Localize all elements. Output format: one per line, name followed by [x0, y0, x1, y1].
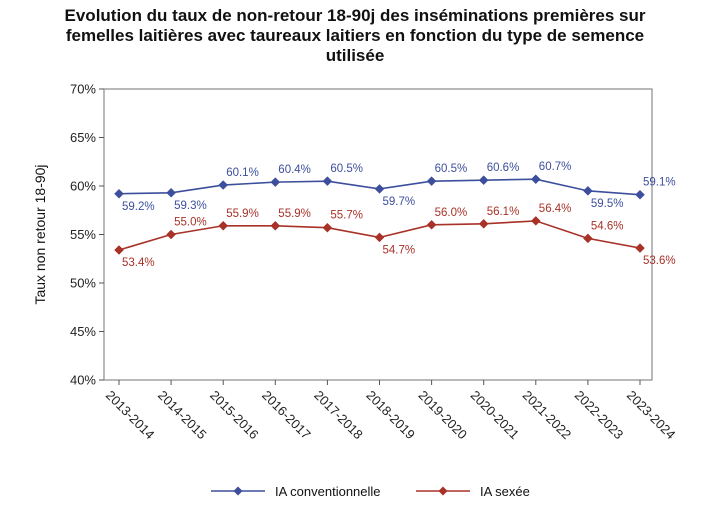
data-point-marker — [322, 222, 333, 233]
data-label: 59.1% — [643, 177, 676, 189]
data-point-marker — [426, 219, 437, 230]
data-point-marker — [114, 188, 124, 199]
data-label: 60.7% — [539, 161, 572, 173]
data-point-marker — [374, 184, 385, 194]
legend: IA conventionnelle IA sexée — [211, 484, 530, 499]
y-axis: 40% 45% 50% 55% 60% 65% 70% — [70, 82, 104, 388]
legend-label: IA conventionnelle — [275, 484, 381, 499]
series-layer: 59.2% 59.3% 60.1% 60.4% 60.5% 59.7% 60.5% 60.6%… — [114, 161, 676, 269]
legend-marker — [438, 486, 448, 496]
data-point-marker — [114, 245, 124, 255]
data-label: 59.7% — [383, 196, 416, 208]
x-tick-label: 2014-2015 — [155, 388, 210, 443]
data-point-marker — [166, 229, 176, 240]
data-label: 60.6% — [487, 162, 520, 174]
data-point-marker — [218, 180, 229, 190]
data-point-marker — [583, 233, 593, 244]
data-label: 53.6% — [643, 255, 676, 267]
data-label: 55.9% — [226, 208, 259, 220]
series-ia-conventionnelle: 59.2% 59.3% 60.1% 60.4% 60.5% 59.7% 60.5% 60.6%… — [114, 161, 676, 213]
data-point-marker — [218, 220, 229, 231]
data-label: 59.2% — [122, 201, 155, 213]
x-tick-label: 2022-2023 — [572, 388, 627, 443]
chart-title-line-1: Evolution du taux de non-retour 18-90j d… — [64, 6, 646, 25]
data-point-marker — [322, 176, 333, 187]
data-point-marker — [635, 189, 645, 200]
data-point-marker — [426, 176, 437, 187]
data-label: 59.3% — [174, 200, 207, 212]
data-point-marker — [374, 232, 385, 243]
data-label: 54.6% — [591, 220, 624, 232]
x-tick-label: 2021-2022 — [520, 388, 575, 443]
chart-title-line-3: utilisée — [325, 46, 385, 65]
y-tick-label: 55% — [70, 227, 96, 242]
data-label: 55.7% — [330, 210, 363, 222]
legend-marker — [233, 486, 243, 496]
x-tick-label: 2013-2014 — [103, 388, 158, 443]
y-axis-label: Taux non retour 18-90j — [32, 164, 48, 304]
data-point-marker — [530, 174, 541, 185]
data-point-marker — [530, 216, 541, 226]
x-tick-label: 2018-2019 — [363, 388, 418, 443]
x-tick-label: 2016-2017 — [259, 388, 314, 443]
x-axis: 2013-20142014-20152015-20162016-20172017… — [103, 380, 679, 443]
x-tick-label: 2017-2018 — [311, 388, 366, 443]
data-point-marker — [478, 218, 489, 229]
data-point-marker — [270, 177, 281, 187]
legend-label: IA sexée — [480, 484, 530, 499]
data-label: 54.7% — [383, 244, 416, 256]
legend-item: IA conventionnelle — [211, 484, 381, 499]
data-label: 60.5% — [435, 163, 468, 175]
data-point-marker — [635, 243, 645, 253]
legend-item: IA sexée — [416, 484, 530, 499]
data-label: 56.4% — [539, 203, 572, 215]
data-label: 60.5% — [330, 163, 363, 175]
series-ia-sexee: 53.4% 55.0% 55.9% 55.9% 55.7% 54.7% 56.0% 56.1%… — [114, 203, 676, 269]
data-label: 55.0% — [174, 217, 207, 229]
data-label: 60.1% — [226, 167, 259, 179]
data-label: 53.4% — [122, 257, 155, 269]
y-tick-label: 60% — [70, 179, 96, 194]
y-tick-label: 50% — [70, 276, 96, 291]
data-label: 56.0% — [435, 207, 468, 219]
data-point-marker — [478, 175, 489, 186]
y-tick-label: 70% — [70, 82, 96, 97]
x-tick-label: 2019-2020 — [415, 388, 470, 443]
y-tick-label: 65% — [70, 130, 96, 145]
chart-title: Evolution du taux de non-retour 18-90j d… — [0, 6, 710, 66]
data-label: 55.9% — [278, 208, 311, 220]
data-label: 59.5% — [591, 198, 624, 210]
data-label: 56.1% — [487, 206, 520, 218]
data-label: 60.4% — [278, 164, 311, 176]
x-tick-label: 2023-2024 — [624, 388, 679, 443]
y-tick-label: 40% — [70, 373, 96, 388]
y-tick-label: 45% — [70, 324, 96, 339]
chart-title-line-2: femelles laitières avec taureaux laitier… — [65, 26, 645, 45]
data-point-marker — [166, 187, 176, 198]
x-tick-label: 2020-2021 — [468, 388, 523, 443]
x-tick-label: 2015-2016 — [207, 388, 262, 443]
data-point-marker — [583, 185, 593, 196]
data-point-marker — [270, 220, 281, 231]
